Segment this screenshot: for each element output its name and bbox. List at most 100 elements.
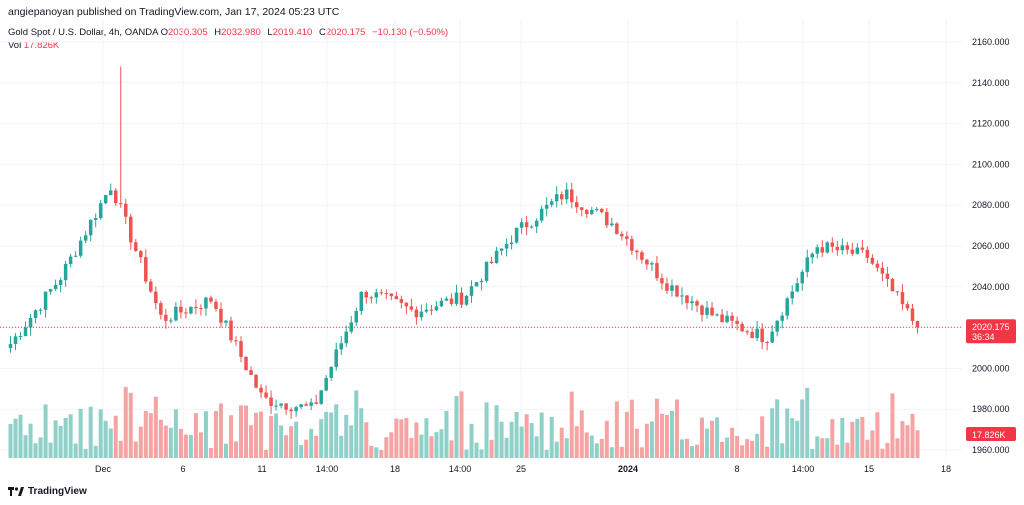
candle-body: [18, 336, 23, 338]
volume-bar: [710, 420, 715, 458]
price-tick-label: 2160.000: [972, 37, 1010, 47]
publish-bar: angiepanoyan published on TradingView.co…: [0, 0, 1024, 20]
volume-bar: [494, 405, 499, 458]
volume-bar: [259, 411, 264, 458]
open-value: 2030.305: [168, 27, 208, 38]
volume-bar: [830, 419, 835, 458]
volume-bar: [519, 426, 524, 458]
candle-body: [494, 250, 499, 264]
volume-bar: [233, 441, 239, 458]
volume-bar: [750, 440, 755, 458]
candle-body: [234, 340, 238, 342]
volume-bar: [725, 437, 730, 458]
volume-bar: [339, 435, 344, 458]
candle-body: [780, 315, 784, 321]
candle-body: [53, 284, 58, 290]
volume-bar: [173, 409, 178, 458]
volume-bar: [669, 410, 674, 458]
volume-bar: [910, 413, 915, 458]
candle-body: [299, 404, 303, 408]
volume-bar: [855, 418, 860, 458]
candle-body: [805, 257, 810, 272]
tradingview-logo[interactable]: TradingView: [8, 486, 87, 497]
time-tick-label: 18: [390, 464, 400, 474]
volume-bar: [765, 446, 770, 458]
volume-bar: [63, 417, 68, 458]
volume-bar: [254, 412, 259, 458]
volume-bar: [349, 425, 354, 458]
volume-bar: [394, 418, 399, 458]
candle-body: [489, 261, 494, 264]
volume-bar: [324, 411, 329, 458]
candle-body: [600, 208, 604, 213]
volume-bar: [158, 419, 163, 458]
candle-body: [169, 320, 173, 322]
volume-bar: [68, 414, 73, 458]
volume-bar: [654, 398, 659, 458]
volume-bar: [83, 448, 88, 458]
price-chart[interactable]: 2160.000 2140.000 2120.000 2100.000 2080.000…: [0, 20, 1024, 482]
candle-body: [339, 343, 343, 350]
volume-bar: [885, 442, 890, 458]
volume-label[interactable]: Vol: [8, 40, 22, 51]
volume-bar: [845, 442, 850, 458]
price-tick-label: 2040.000: [972, 282, 1010, 292]
candle-body: [890, 278, 895, 292]
candle-body: [149, 281, 153, 292]
price-tick-label: 2060.000: [972, 241, 1010, 251]
volume-bar: [689, 446, 695, 458]
volume-bar: [103, 420, 108, 458]
candle-body: [229, 320, 233, 341]
price-tick-label: 2140.000: [972, 78, 1010, 88]
volume-bar: [469, 423, 474, 458]
candle-body: [715, 314, 719, 316]
candle-body: [124, 203, 128, 217]
candle-body: [800, 271, 804, 284]
volume-bar: [870, 430, 875, 458]
high-value: 2032.980: [221, 27, 261, 38]
volume-bar: [58, 426, 63, 458]
candle-body: [449, 298, 454, 304]
candle-body: [164, 314, 168, 321]
candle-body: [399, 299, 404, 303]
candle-body: [635, 250, 639, 253]
volume-bar: [379, 449, 384, 458]
price-tick-label: 1980.000: [972, 404, 1010, 414]
time-tick-label: 2024: [618, 464, 638, 474]
candle-body: [33, 310, 38, 318]
candle-body: [875, 263, 880, 268]
volume-bars: [8, 387, 920, 458]
candle-body: [364, 291, 369, 298]
candle-body: [13, 336, 18, 345]
volume-bar: [579, 410, 584, 458]
close-value: 2020.175: [325, 27, 366, 38]
candle-body: [329, 366, 333, 378]
candle-body: [675, 285, 679, 297]
candle-body: [389, 293, 394, 297]
volume-bar: [795, 420, 800, 458]
candle-body: [895, 291, 900, 293]
volume-bar: [203, 411, 208, 458]
close-label: C: [318, 27, 326, 38]
candle-body: [384, 293, 389, 295]
candle-body: [885, 273, 890, 279]
candle-body: [620, 233, 624, 237]
candle-body: [184, 312, 188, 314]
volume-bar: [700, 417, 705, 458]
volume-bar: [599, 438, 604, 458]
time-tick-label: 6: [180, 464, 185, 474]
candle-body: [845, 245, 850, 250]
candle-body: [700, 305, 704, 315]
volume-bar: [188, 434, 193, 458]
volume-bar: [850, 421, 855, 458]
candle-body: [650, 263, 654, 265]
volume-bar: [835, 444, 840, 458]
symbol-title[interactable]: Gold Spot / U.S. Dollar, 4h, OANDA: [8, 27, 158, 38]
volume-bar: [800, 399, 805, 458]
volume-bar: [865, 439, 870, 458]
volume-bar: [299, 445, 304, 458]
volume-bar: [309, 428, 314, 458]
candle-body: [900, 291, 905, 305]
volume-bar: [163, 425, 168, 458]
candle-body: [695, 301, 699, 306]
